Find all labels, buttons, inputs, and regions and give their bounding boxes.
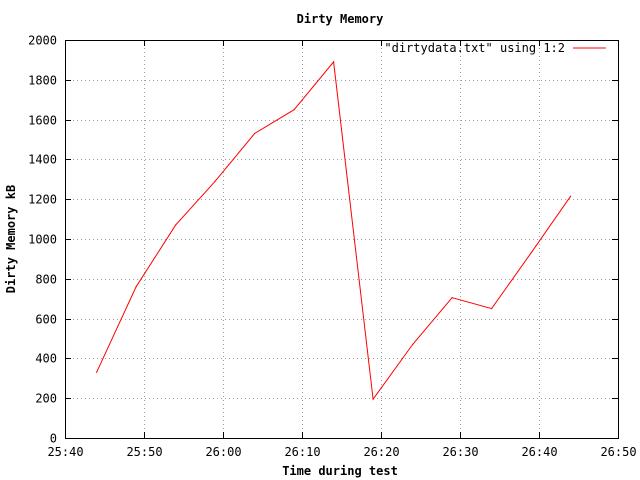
data-point xyxy=(570,195,572,197)
x-axis-label: Time during test xyxy=(282,464,398,478)
legend: "dirtydata.txt" using 1:2 xyxy=(384,41,606,55)
y-tick-label: 1000 xyxy=(28,233,57,247)
legend-label: "dirtydata.txt" using 1:2 xyxy=(384,41,565,55)
data-point xyxy=(451,297,453,299)
y-tick-label: 1600 xyxy=(28,114,57,128)
y-tick-label: 1400 xyxy=(28,153,57,167)
data-point xyxy=(372,398,374,400)
x-tick-label: 26:10 xyxy=(284,445,320,459)
y-tick-label: 1800 xyxy=(28,74,57,88)
data-point xyxy=(293,109,295,111)
series-layer xyxy=(96,60,572,401)
data-point xyxy=(254,132,256,135)
data-point xyxy=(96,371,98,373)
x-tick-label: 26:00 xyxy=(205,445,241,459)
plot-frame xyxy=(65,40,619,439)
axis-ticks: 0 200 400 600 800 1000 1200 1400 1600 1800 2000 25:… xyxy=(28,34,636,460)
x-tick-label: 26:50 xyxy=(600,445,636,459)
y-tick-label: 0 xyxy=(50,432,57,446)
x-tick-label: 26:40 xyxy=(521,445,557,459)
chart-title: Dirty Memory xyxy=(297,12,384,26)
y-tick-label: 2000 xyxy=(28,34,57,48)
y-axis-label: Dirty Memory kB xyxy=(4,185,18,293)
data-point xyxy=(530,252,532,254)
data-point xyxy=(135,286,137,288)
y-tick-label: 800 xyxy=(35,273,57,287)
y-tick-label: 1200 xyxy=(28,193,57,207)
x-tick-label: 26:30 xyxy=(442,445,478,459)
gridlines xyxy=(65,40,618,438)
x-tick-label: 25:50 xyxy=(126,445,162,459)
data-point xyxy=(412,343,414,346)
x-tick-label: 25:40 xyxy=(47,445,83,459)
x-tick-label: 26:20 xyxy=(363,445,399,459)
data-point xyxy=(333,61,335,63)
y-tick-label: 400 xyxy=(35,352,57,366)
data-point xyxy=(175,224,177,226)
series-line xyxy=(96,60,572,401)
y-tick-label: 600 xyxy=(35,313,57,327)
data-point xyxy=(491,308,493,310)
y-tick-label: 200 xyxy=(35,392,57,406)
data-point xyxy=(214,180,216,182)
